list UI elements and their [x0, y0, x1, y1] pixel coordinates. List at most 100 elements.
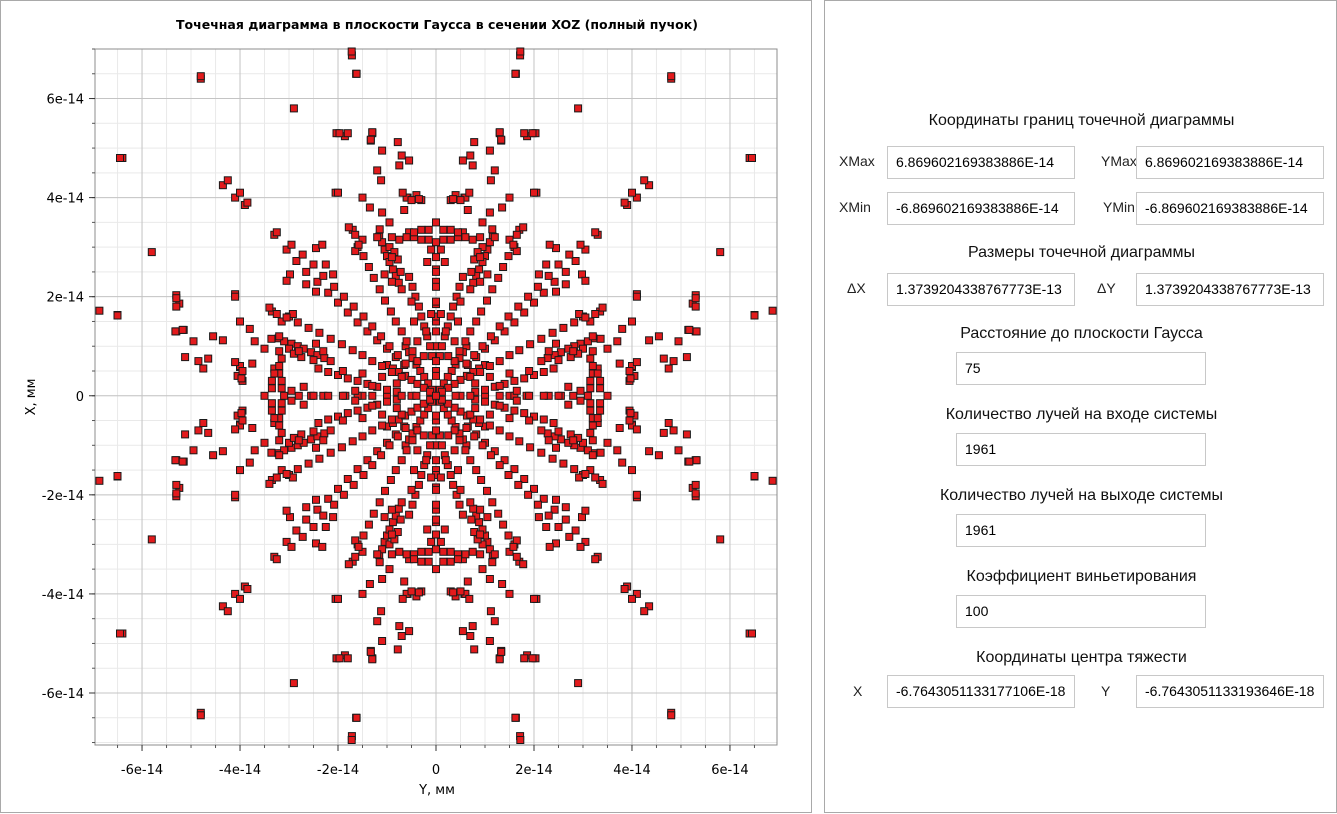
scatter-point: [408, 500, 417, 509]
scatter-point: [373, 617, 382, 626]
scatter-point: [385, 441, 394, 450]
scatter-point: [248, 359, 257, 368]
scatter-point: [353, 318, 362, 327]
scatter-point: [280, 391, 289, 400]
scatter-point: [348, 437, 357, 446]
scatter-point: [455, 347, 464, 356]
scatter-point: [454, 555, 462, 564]
scatter-point: [645, 602, 654, 611]
rays-out-field[interactable]: 1961: [956, 514, 1206, 547]
scatter-point: [377, 607, 386, 616]
scatter-point: [377, 176, 386, 185]
scatter-point: [366, 135, 375, 144]
scatter-point: [387, 253, 396, 262]
scatter-point: [615, 424, 624, 432]
centroid-x-field[interactable]: -6.7643051133177106E-18: [887, 675, 1075, 708]
scatter-point: [243, 585, 252, 593]
scatter-point: [436, 245, 445, 254]
scatter-point: [440, 525, 449, 534]
scatter-point: [632, 425, 641, 434]
scatter-point: [270, 369, 279, 378]
scatter-point: [510, 318, 519, 327]
scatter-point: [334, 298, 342, 307]
rays-out-section-title: Количество лучей на выходе системы: [939, 487, 1224, 504]
scatter-point: [282, 245, 291, 254]
scatter-point: [358, 432, 367, 441]
scatter-point: [446, 547, 455, 556]
scatter-point: [449, 302, 458, 311]
scatter-point: [500, 456, 509, 465]
scatter-point: [591, 473, 600, 482]
scatter-point: [335, 654, 344, 663]
xmin-field[interactable]: -6.869602169383886E-14: [887, 192, 1075, 225]
scatter-point: [375, 558, 384, 567]
scatter-point: [299, 400, 308, 409]
scatter-point: [486, 176, 495, 185]
scatter-point: [432, 391, 440, 400]
scatter-point: [397, 498, 406, 507]
dx-label: ΔX: [847, 280, 866, 296]
scatter-point: [343, 475, 352, 483]
scatter-point: [581, 313, 590, 322]
scatter-point: [581, 537, 590, 546]
scatter-point: [147, 248, 156, 257]
scatter-point: [181, 430, 190, 439]
scatter-point: [267, 334, 276, 343]
scatter-point: [424, 547, 433, 556]
scatter-point: [544, 511, 553, 520]
rays-in-field[interactable]: 1961: [956, 433, 1206, 466]
scatter-point: [388, 518, 397, 527]
scatter-point: [393, 351, 402, 360]
centroid-y-field[interactable]: -6.7643051133193646E-18: [1136, 675, 1324, 708]
scatter-point: [321, 260, 330, 269]
scatter-point: [410, 228, 418, 237]
scatter-point: [528, 129, 537, 138]
scatter-point: [275, 421, 284, 430]
scatter-point: [287, 386, 296, 395]
scatter-point: [466, 285, 475, 294]
scatter-point: [471, 404, 480, 413]
scatter-point: [393, 138, 402, 147]
scatter-point: [209, 451, 218, 460]
scatter-point: [628, 188, 636, 197]
scatter-point: [338, 416, 347, 425]
scatter-point: [504, 531, 513, 540]
scatter-point: [363, 327, 372, 336]
scatter-point: [463, 206, 472, 214]
scatter-point: [439, 547, 448, 556]
scatter-point: [398, 188, 407, 197]
scatter-point: [476, 505, 485, 514]
scatter-point: [417, 471, 426, 479]
scatter-point: [512, 386, 521, 395]
scatter-point: [505, 432, 514, 441]
scatter-point: [618, 458, 627, 467]
scatter-point: [432, 297, 440, 306]
ymin-field[interactable]: -6.869602169383886E-14: [1136, 192, 1324, 225]
scatter-point: [338, 391, 347, 400]
dx-field[interactable]: 1.3739204338767773E-13: [887, 273, 1075, 306]
scatter-point: [620, 198, 629, 207]
scatter-point: [351, 552, 360, 561]
scatter-point: [319, 511, 328, 520]
x-tick-label: 4e-14: [613, 763, 651, 778]
xmax-field[interactable]: 6.869602169383886E-14: [887, 146, 1075, 179]
scatter-point: [400, 577, 409, 586]
scatter-point: [293, 318, 302, 327]
scatter-point: [443, 410, 452, 419]
scatter-point: [465, 188, 474, 197]
ymax-field[interactable]: 6.869602169383886E-14: [1136, 146, 1324, 179]
scatter-point: [586, 399, 595, 408]
dy-field[interactable]: 1.3739204338767773E-13: [1136, 273, 1324, 306]
scatter-point: [397, 372, 406, 381]
scatter-point: [569, 436, 578, 445]
scatter-point: [591, 310, 600, 318]
scatter-point: [171, 327, 180, 336]
scatter-point: [330, 282, 339, 291]
scatter-point: [401, 359, 410, 368]
y-tick-label: 2e-14: [46, 291, 84, 306]
scatter-point: [358, 369, 367, 378]
distance-field[interactable]: 75: [956, 352, 1206, 385]
scatter-point: [626, 409, 635, 418]
scatter-point: [511, 713, 520, 722]
vignetting-field[interactable]: 100: [956, 595, 1206, 628]
